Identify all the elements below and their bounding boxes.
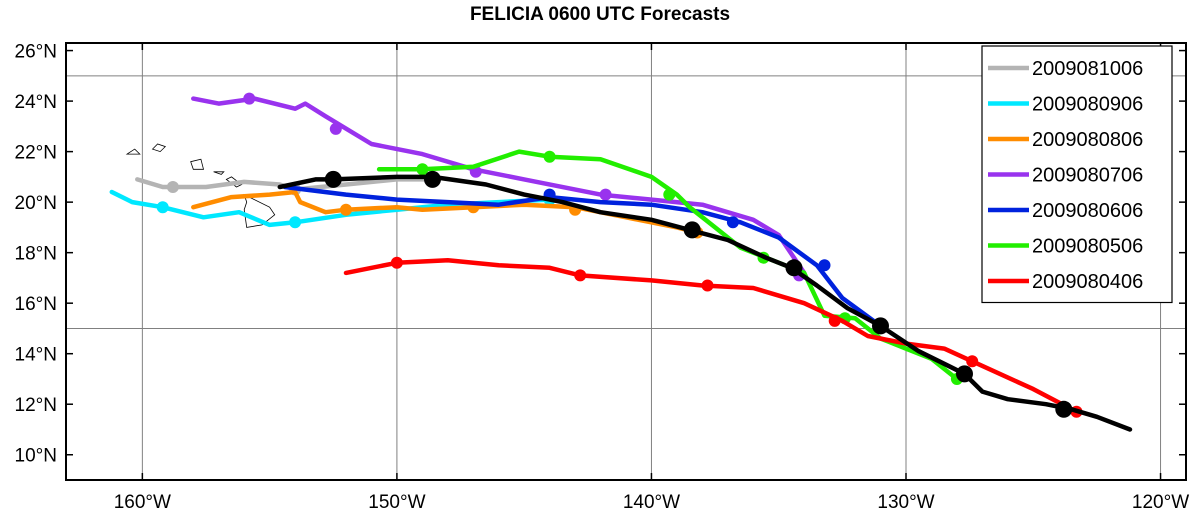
series-line	[191, 96, 807, 276]
chart-title: FELICIA 0600 UTC Forecasts	[470, 4, 730, 25]
data-point	[683, 221, 701, 239]
data-point	[424, 170, 441, 188]
legend-label: 2009080706	[1032, 165, 1143, 187]
data-point	[329, 122, 342, 135]
data-point	[701, 279, 714, 292]
data-point	[340, 203, 352, 216]
series-line	[277, 174, 1133, 432]
island-outline	[243, 193, 276, 228]
axis-ticks: 160°W 150°W 140°W 130°W 120°W 10°N 12°N 14°N 16°…	[15, 42, 1190, 513]
y-tick-label: 12°N	[15, 395, 57, 416]
island-outline	[151, 143, 167, 153]
data-point	[156, 201, 169, 214]
data-point	[324, 170, 342, 188]
y-tick-label: 20°N	[15, 193, 57, 214]
legend-label: 2009081006	[1032, 58, 1143, 80]
data-point	[574, 269, 587, 282]
series-line	[343, 257, 1079, 415]
y-tick-label: 14°N	[15, 345, 57, 366]
legend-label: 2009080806	[1032, 129, 1143, 151]
y-tick-label: 26°N	[15, 42, 57, 63]
data-point	[663, 188, 676, 201]
data-point	[828, 314, 841, 327]
data-point	[956, 365, 973, 383]
x-tick-label: 160°W	[114, 492, 171, 513]
island-outline	[213, 171, 225, 175]
x-tick-label: 140°W	[623, 492, 680, 513]
series-official	[277, 170, 1133, 432]
island-outline	[190, 158, 205, 170]
data-point	[599, 188, 612, 201]
series-2009080406	[343, 256, 1083, 418]
data-point	[785, 259, 803, 277]
y-tick-label: 10°N	[15, 446, 57, 467]
y-tick-label: 16°N	[15, 294, 57, 315]
data-point	[166, 181, 179, 193]
data-point	[1055, 400, 1073, 418]
data-point	[726, 216, 739, 229]
data-point	[243, 92, 256, 105]
legend-label: 2009080506	[1032, 236, 1143, 258]
data-point	[390, 256, 403, 269]
series-line	[376, 149, 960, 382]
series-group	[109, 92, 1133, 432]
data-point	[416, 163, 429, 176]
data-point	[289, 216, 302, 229]
island-outline	[125, 148, 141, 155]
x-tick-label: 120°W	[1132, 492, 1189, 513]
data-point	[966, 355, 979, 368]
x-tick-label: 130°W	[877, 492, 934, 513]
series-line	[282, 184, 883, 329]
y-tick-label: 18°N	[15, 244, 57, 265]
legend: 2009081006 2009080906 2009080806 2009080706…	[981, 45, 1173, 304]
legend-label: 2009080606	[1032, 200, 1143, 222]
legend-label: 2009080906	[1032, 94, 1143, 116]
y-tick-label: 24°N	[15, 92, 57, 113]
plot-frame	[65, 42, 1187, 481]
y-tick-label: 22°N	[15, 143, 57, 164]
data-point	[818, 259, 831, 272]
data-point	[872, 317, 889, 335]
legend-label: 2009080406	[1032, 271, 1143, 293]
data-point	[543, 150, 556, 163]
x-tick-label: 150°W	[368, 492, 425, 513]
series-2009080506	[376, 149, 963, 385]
